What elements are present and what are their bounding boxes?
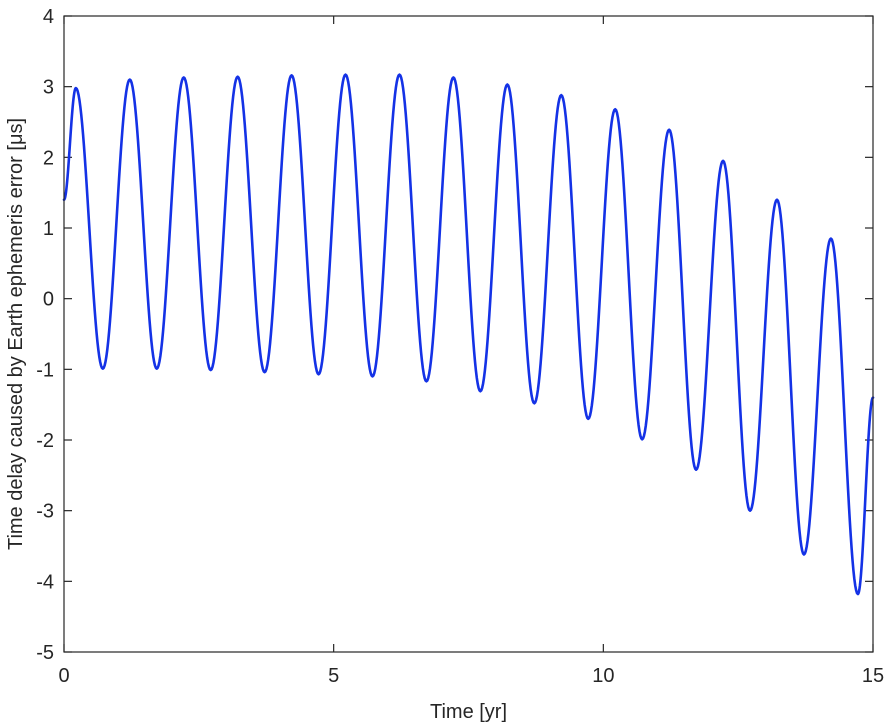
y-tick-label-3: -2 xyxy=(36,430,54,452)
y-axis-label: Time delay caused by Earth ephemeris err… xyxy=(5,118,27,550)
y-tick-label-6: 1 xyxy=(43,218,54,240)
axis-ticks xyxy=(63,15,874,653)
y-tick-label-4: -1 xyxy=(36,359,54,381)
y-tick-label-5: 0 xyxy=(43,289,54,311)
x-tick-label-2: 10 xyxy=(592,665,614,687)
x-axis-label: Time [yr] xyxy=(430,701,507,723)
y-tick-label-1: -4 xyxy=(36,571,54,593)
series-line xyxy=(62,73,875,596)
x-tick-label-1: 5 xyxy=(328,665,339,687)
y-tick-label-0: -5 xyxy=(36,642,54,664)
plot-background xyxy=(64,16,873,652)
tick-labels: 0 5 10 15 -5 -4 -3 -2 -1 0 1 2 3 4 xyxy=(36,6,884,687)
x-tick-label-3: 15 xyxy=(862,665,884,687)
y-tick-label-2: -3 xyxy=(36,501,54,523)
y-tick-label-7: 2 xyxy=(43,147,54,169)
x-tick-label-0: 0 xyxy=(58,665,69,687)
y-tick-label-8: 3 xyxy=(43,77,54,99)
plot-frame xyxy=(63,15,874,653)
y-tick-label-9: 4 xyxy=(43,6,54,28)
